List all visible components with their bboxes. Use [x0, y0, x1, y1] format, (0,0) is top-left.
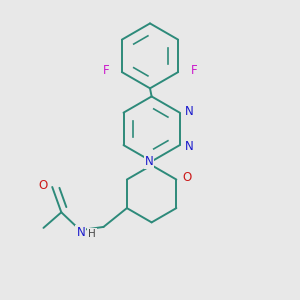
Text: N: N: [145, 155, 153, 168]
Text: F: F: [103, 64, 110, 77]
Text: O: O: [182, 171, 191, 184]
Text: N: N: [184, 105, 193, 118]
Text: H: H: [88, 229, 96, 239]
Text: N: N: [76, 226, 85, 238]
Text: F: F: [190, 64, 197, 77]
Text: N: N: [184, 140, 193, 153]
Text: O: O: [38, 179, 48, 192]
